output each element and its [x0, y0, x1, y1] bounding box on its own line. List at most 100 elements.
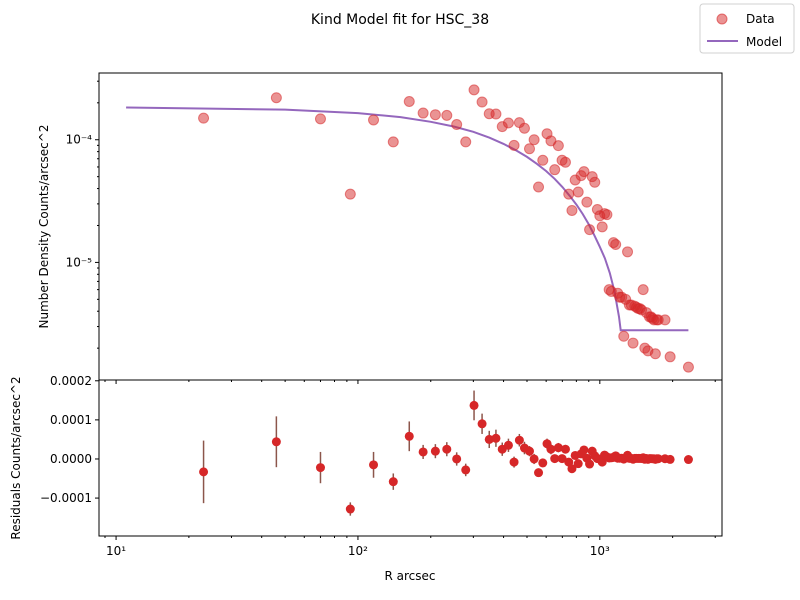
residuals-y-tick-label: 0.0002: [50, 374, 92, 388]
data-point: [584, 224, 596, 236]
data-point: [637, 284, 649, 296]
residual-point: [452, 454, 462, 464]
density-y-label: Number Density Counts/arcsec^2: [37, 125, 51, 329]
data-point: [618, 330, 630, 342]
data-point: [429, 109, 441, 121]
density-panel: 10⁻⁵ 10⁻⁴ Number Density Counts/arcsec^2: [37, 72, 723, 381]
data-point: [198, 112, 210, 124]
residuals-y-tick-label: 0.0000: [50, 452, 92, 466]
residual-point: [369, 460, 379, 470]
data-point: [627, 337, 639, 349]
data-point: [537, 154, 549, 166]
residuals-y-tick-label: −0.0001: [40, 491, 92, 505]
x-tick-label: 10²: [348, 544, 368, 558]
data-point: [387, 136, 399, 148]
residual-point: [503, 440, 513, 450]
residual-point: [653, 454, 663, 464]
legend: Data Model: [699, 3, 795, 54]
chart-title: Kind Model fit for HSC_38: [311, 12, 489, 28]
data-point: [476, 96, 488, 108]
data-point: [566, 204, 578, 216]
density-y-tick-label: 10⁻⁵: [66, 255, 93, 269]
residual-point: [491, 433, 501, 443]
residual-point: [418, 447, 428, 457]
residual-point: [477, 419, 487, 429]
data-point: [552, 140, 564, 152]
residual-point: [665, 454, 675, 464]
x-tick-label: 10¹: [106, 544, 126, 558]
residual-point: [560, 444, 570, 454]
data-point: [589, 176, 601, 188]
data-point: [518, 122, 530, 134]
residual-point: [585, 459, 595, 469]
residual-point: [567, 464, 577, 474]
data-point: [344, 188, 356, 200]
data-point: [533, 181, 545, 193]
legend-data-marker: [716, 13, 728, 25]
residual-series: [199, 400, 693, 514]
data-point: [528, 134, 540, 146]
data-point: [572, 186, 584, 198]
residuals-panel: −0.0001 0.0000 0.0001 0.0002 10¹ 10² 10³ Resi…: [9, 374, 723, 583]
data-point: [468, 84, 480, 96]
density-y-ticks: 10⁻⁵ 10⁻⁴: [66, 80, 99, 349]
data-point: [622, 246, 634, 258]
residual-point: [509, 457, 519, 467]
data-point: [270, 92, 282, 104]
data-point: [417, 107, 429, 119]
residual-point: [553, 443, 563, 453]
data-series: [198, 84, 694, 373]
data-point: [563, 188, 575, 200]
residual-point: [430, 446, 440, 456]
data-point: [502, 117, 514, 129]
residual-point: [461, 465, 471, 475]
data-point: [490, 108, 502, 120]
residual-point: [546, 444, 556, 454]
residual-point: [573, 459, 583, 469]
residual-point: [550, 454, 560, 464]
data-point: [610, 238, 622, 250]
residual-point: [315, 463, 325, 473]
data-point: [649, 348, 661, 360]
residual-point: [442, 444, 452, 454]
data-point: [581, 196, 593, 208]
residuals-y-tick-label: 0.0001: [50, 413, 92, 427]
residual-point: [514, 435, 524, 445]
residual-point: [529, 454, 539, 464]
data-point: [596, 221, 608, 233]
residual-point: [271, 437, 281, 447]
residual-point: [484, 434, 494, 444]
data-point: [460, 136, 472, 148]
data-point: [682, 361, 694, 373]
residual-point: [524, 446, 534, 456]
residual-point: [199, 467, 209, 477]
data-point: [451, 119, 463, 131]
residual-point: [557, 454, 567, 464]
x-tick-label: 10³: [590, 544, 610, 558]
data-point: [314, 113, 326, 125]
residual-point: [538, 458, 548, 468]
residual-point: [404, 431, 414, 441]
data-point: [549, 164, 561, 176]
density-y-tick-label: 10⁻⁴: [66, 133, 93, 147]
legend-model-label: Model: [746, 35, 782, 49]
data-point: [441, 109, 453, 121]
data-point: [601, 209, 613, 221]
residuals-y-label: Residuals Counts/arcsec^2: [9, 376, 23, 539]
residual-point: [388, 477, 398, 487]
data-point: [368, 114, 380, 126]
data-point: [523, 143, 535, 155]
x-ticks: 10¹ 10² 10³: [104, 380, 716, 558]
data-point: [559, 156, 571, 168]
residual-point: [469, 400, 479, 410]
x-axis-label: R arcsec: [384, 569, 435, 583]
residual-point: [683, 455, 693, 465]
data-point: [659, 314, 671, 326]
data-point: [664, 351, 676, 363]
data-point: [578, 166, 590, 178]
residual-point: [534, 468, 544, 478]
residual-point: [345, 504, 355, 514]
residuals-plot-area: [98, 379, 723, 537]
legend-data-label: Data: [746, 12, 775, 26]
